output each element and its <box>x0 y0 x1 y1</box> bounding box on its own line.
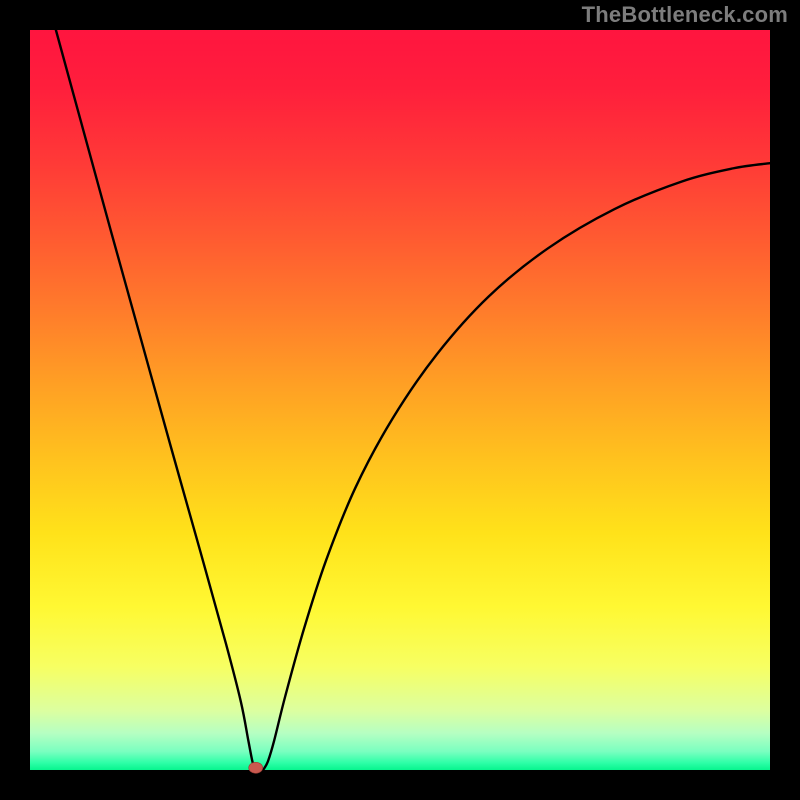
plot-background-gradient <box>30 30 770 770</box>
optimal-point-marker <box>249 762 263 773</box>
watermark-text: TheBottleneck.com <box>582 2 788 28</box>
bottleneck-chart <box>0 0 800 800</box>
chart-container: TheBottleneck.com <box>0 0 800 800</box>
